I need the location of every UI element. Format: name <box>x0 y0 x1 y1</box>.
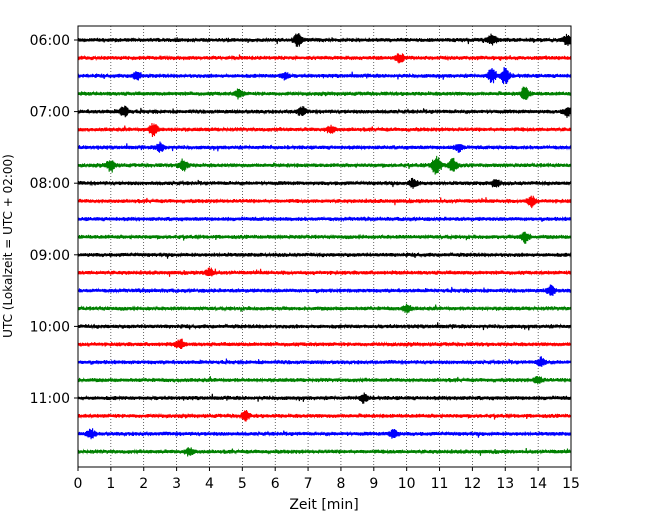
y-axis-ticks: 06:00 07:00 08:00 09:00 10:00 11:00 <box>30 33 78 407</box>
x-tick-label: 8 <box>336 476 345 492</box>
x-tick-label: 9 <box>369 476 378 492</box>
x-tick-label: 11 <box>431 476 449 492</box>
x-axis-ticks: 0 1 2 3 4 5 6 7 8 9 10 11 12 13 14 15 <box>74 467 580 492</box>
y-tick-label: 11:00 <box>30 391 70 407</box>
seismogram-trace <box>77 284 572 297</box>
y-axis-title: UTC (Lokalzeit = UTC + 02:00) <box>1 154 15 338</box>
seismogram-trace <box>77 32 572 47</box>
x-axis-title: Zeit [min] <box>289 497 358 513</box>
x-tick-label: 12 <box>463 476 481 492</box>
seismogram-trace <box>77 303 572 314</box>
y-tick-label: 07:00 <box>30 105 70 121</box>
seismogram-trace <box>77 53 572 64</box>
seismogram-trace <box>77 66 572 85</box>
y-tick-label: 06:00 <box>30 33 70 49</box>
seismogram-trace <box>77 392 572 404</box>
x-tick-label: 6 <box>271 476 280 492</box>
seismogram-trace <box>77 155 572 175</box>
seismogram-traces <box>77 32 572 457</box>
x-tick-label: 14 <box>529 476 547 492</box>
seismogram-trace <box>77 105 572 118</box>
seismogram-trace <box>77 375 572 385</box>
seismogram-trace <box>77 356 572 367</box>
seismogram-trace <box>77 267 572 277</box>
x-tick-label: 10 <box>398 476 416 492</box>
x-tick-label: 3 <box>172 476 181 492</box>
seismogram-trace <box>77 251 572 259</box>
x-tick-label: 7 <box>304 476 313 492</box>
seismogram-trace <box>77 447 572 457</box>
seismogram-trace <box>77 141 572 153</box>
seismogram-trace <box>77 177 572 189</box>
x-tick-label: 5 <box>238 476 247 492</box>
x-tick-label: 15 <box>562 476 580 492</box>
y-tick-label: 09:00 <box>30 248 70 264</box>
x-tick-label: 4 <box>205 476 214 492</box>
seismogram-trace <box>77 322 572 331</box>
seismogram-trace <box>77 122 572 137</box>
x-tick-label: 2 <box>139 476 148 492</box>
seismogram-trace <box>77 338 572 349</box>
x-tick-label: 1 <box>106 476 115 492</box>
y-tick-label: 08:00 <box>30 176 70 192</box>
seismogram-trace <box>77 409 572 422</box>
seismogram-trace <box>77 195 572 209</box>
seismogram-trace <box>77 215 572 223</box>
seismogram-trace <box>77 231 572 244</box>
seismogram-trace <box>77 428 572 440</box>
x-tick-label: 13 <box>496 476 514 492</box>
plot-frame <box>77 25 572 468</box>
seismogram-trace <box>77 86 572 100</box>
y-tick-label: 10:00 <box>30 319 70 335</box>
x-tick-label: 0 <box>74 476 83 492</box>
